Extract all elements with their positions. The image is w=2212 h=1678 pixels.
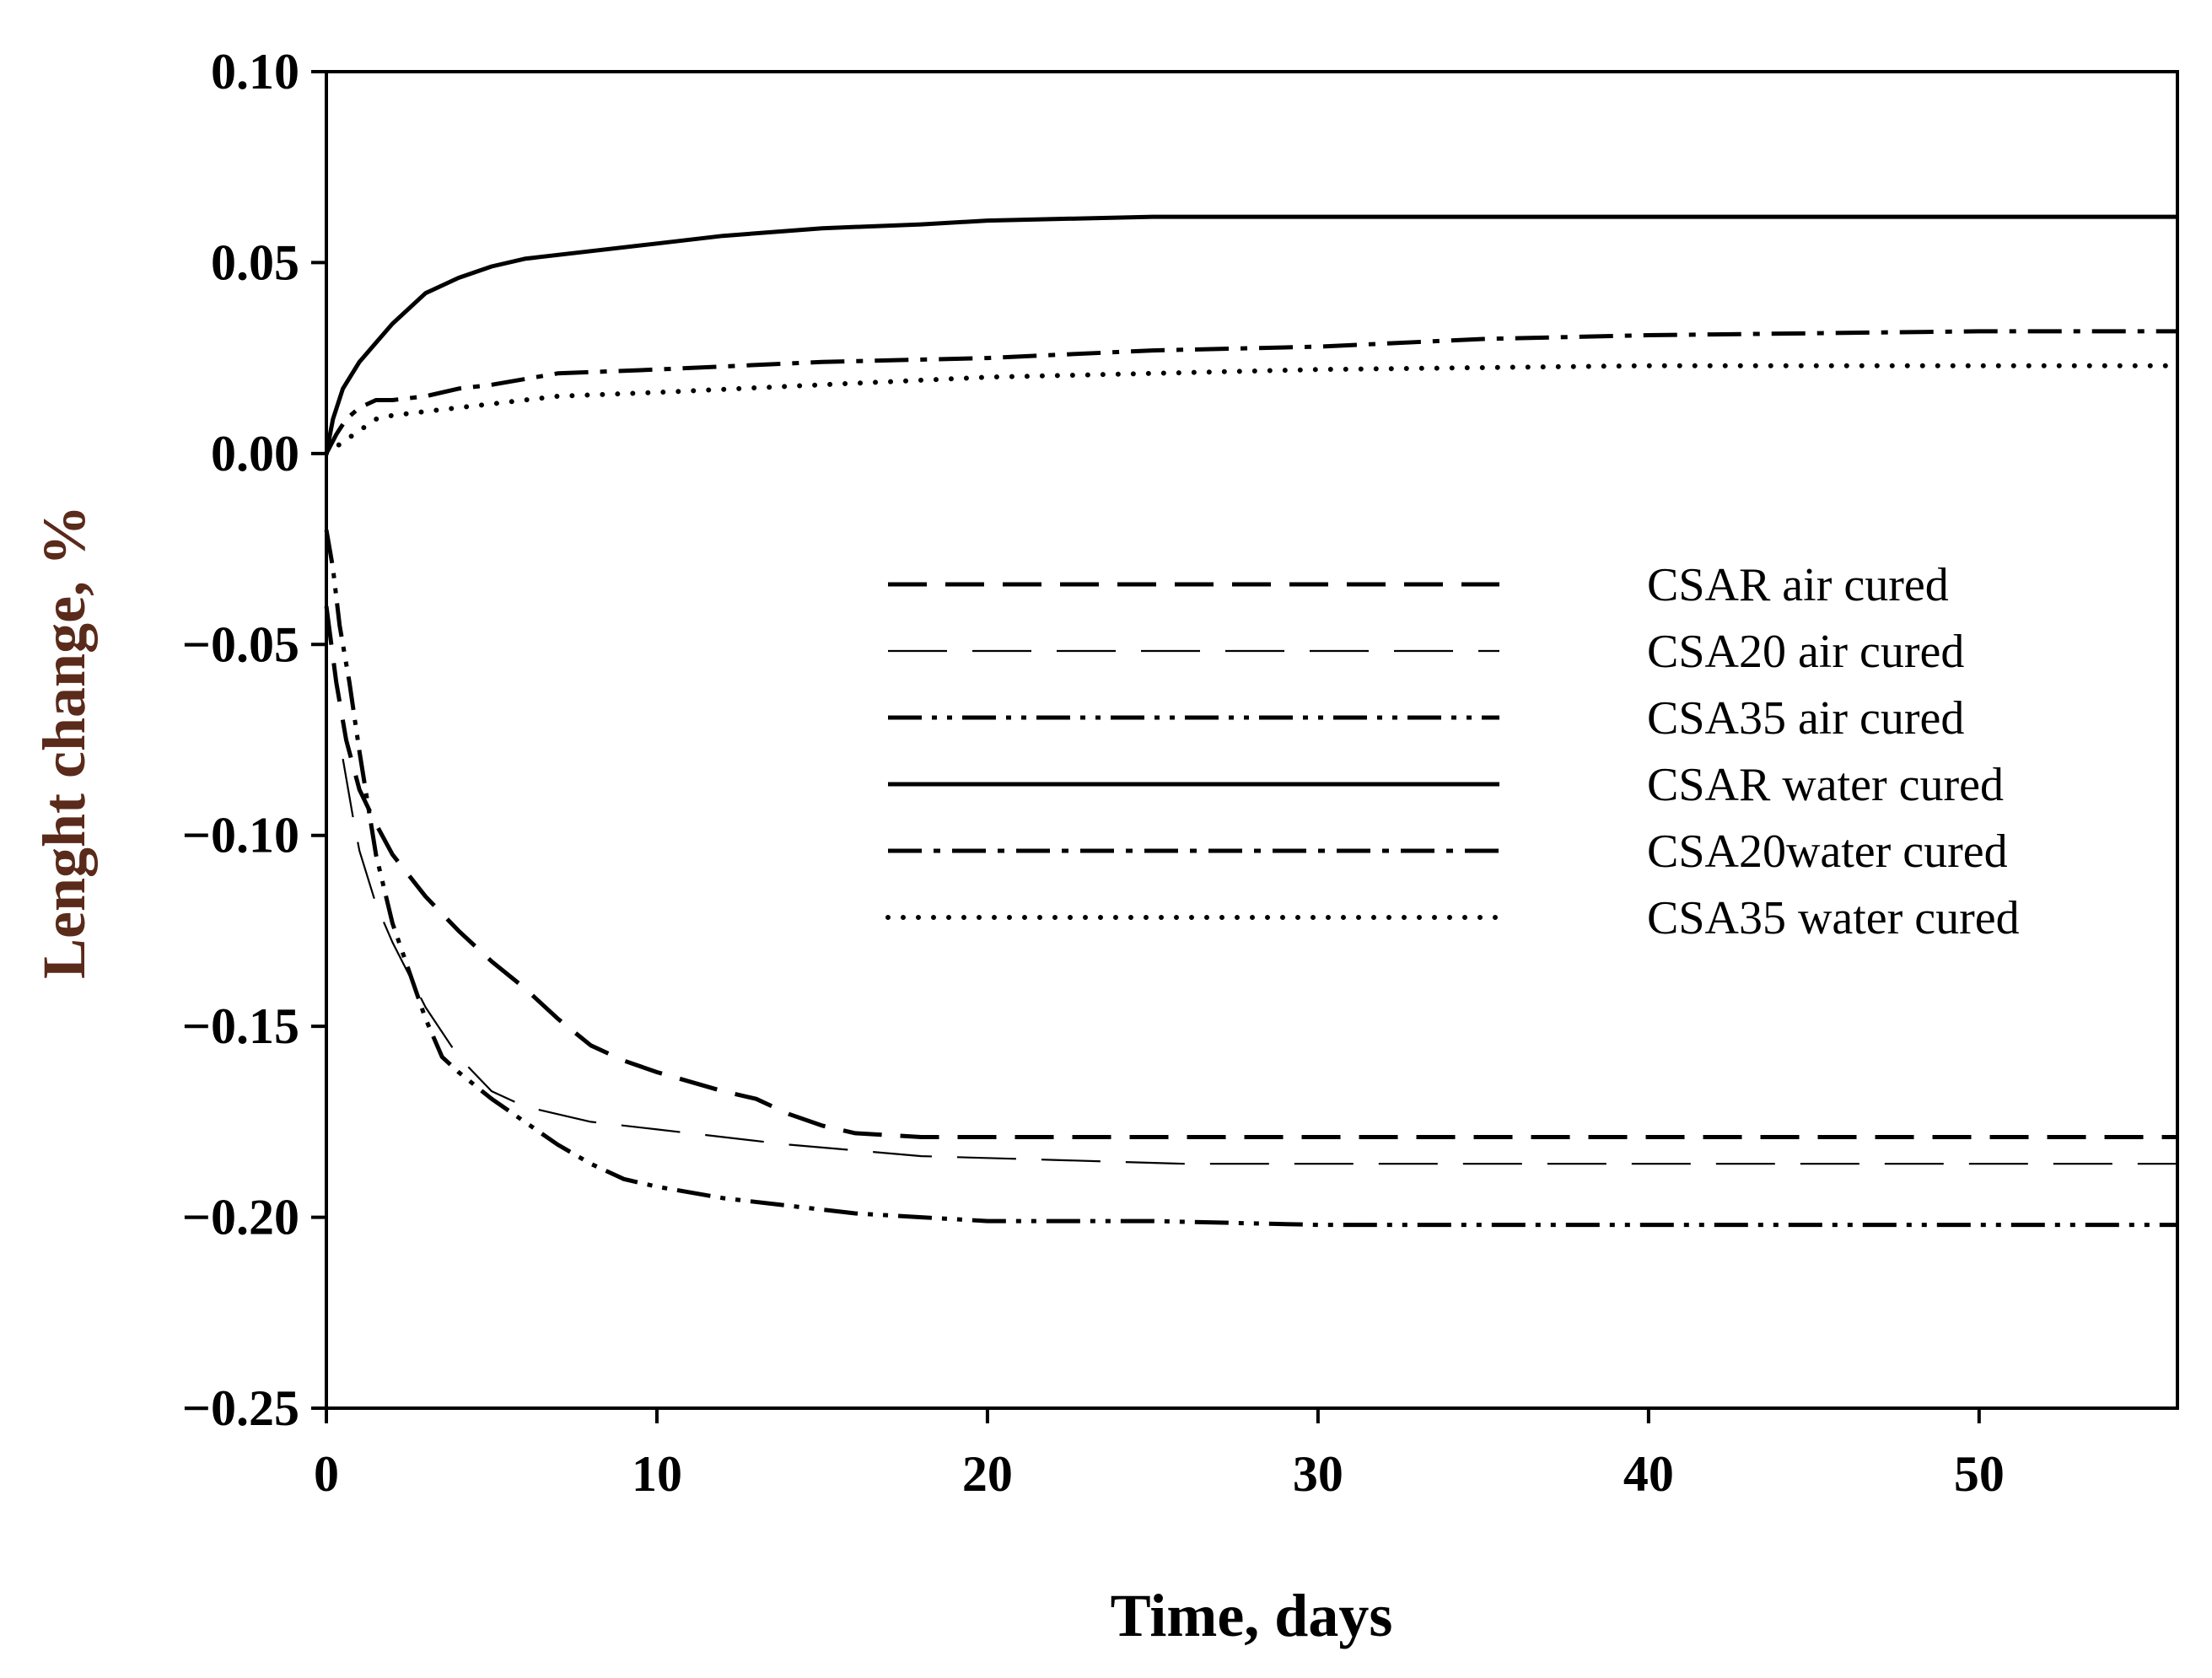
y-tick-label: −0.15 [182,998,299,1054]
series-line-5 [324,329,2177,455]
y-axis-title: Lenght change, % [30,505,98,979]
y-tick-label: −0.05 [182,616,299,672]
plot-frame [325,70,2179,1410]
x-tick-label: 40 [1623,1446,1674,1502]
x-tick-label: 50 [1954,1446,2005,1502]
x-tick-label: 0 [314,1446,339,1502]
series-lines [324,214,2180,1228]
legend: CSAR air cured CSA20 air cured CSA35 air c… [885,559,2020,944]
series-line-4 [324,214,2177,454]
legend-label-2: CSA20 air cured [1647,626,1964,678]
legend-label-1: CSAR air cured [1647,559,1949,611]
y-tick-label: −0.20 [182,1190,299,1245]
y-tick-label: −0.10 [182,808,299,863]
series-line-1 [324,605,2177,1139]
legend-label-3: CSA35 air cured [1647,692,1964,745]
y-tick-label: −0.25 [182,1380,299,1436]
legend-label-4: CSAR water cured [1647,759,2004,811]
series-line-2 [342,758,2177,1165]
series-line-3 [324,529,2177,1228]
legend-label-5: CSA20water cured [1647,826,2008,878]
legend-label-6: CSA35 water cured [1647,892,2020,944]
series-line-6 [324,363,2180,456]
y-tick-label: 0.05 [211,234,299,290]
x-tick-label: 30 [1293,1446,1343,1502]
y-axis: 0.10 0.05 0.00 −0.05 −0.10 −0.15 −0.20 −0.25 [182,44,326,1436]
x-axis: 0 10 20 30 40 50 [314,1408,2005,1502]
y-tick-label: 0.10 [211,44,299,99]
x-tick-label: 10 [632,1446,682,1502]
y-tick-label: 0.00 [211,426,299,481]
x-axis-title: Time, days [1111,1582,1393,1649]
x-tick-label: 20 [962,1446,1013,1502]
